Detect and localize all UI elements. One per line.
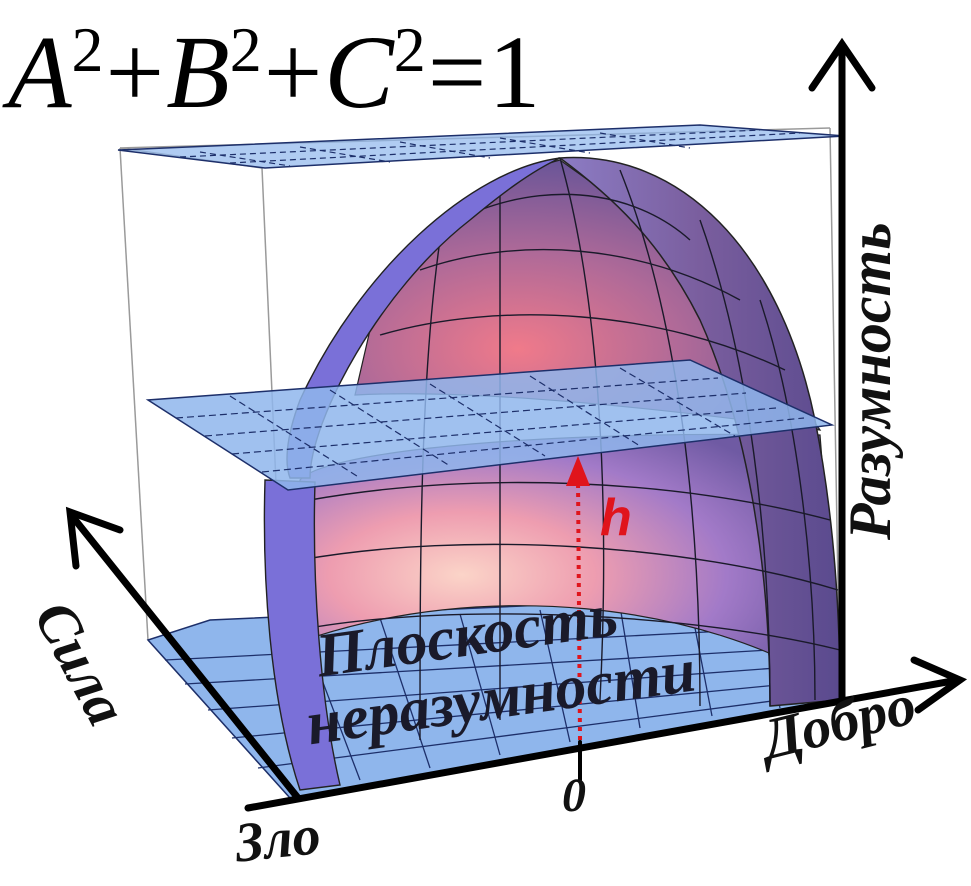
right-arrowhead (910, 656, 968, 714)
right-axis (244, 676, 962, 812)
axes (65, 37, 968, 812)
axis-label-origin-end: Зло (232, 804, 324, 875)
height-label: h (600, 489, 632, 547)
vertical-arrowhead (808, 37, 876, 92)
top-plane (117, 124, 846, 169)
dome-front-rim-lower (263, 479, 341, 791)
sphere-equation: A2+B2+C2=1 (8, 14, 540, 130)
axis-label-zero: 0 (562, 769, 586, 822)
left-axis (68, 512, 302, 802)
axis-label-vertical: Разумность (837, 222, 903, 540)
middle-plane (145, 359, 835, 491)
height-arrow (566, 456, 590, 741)
dome-grid (297, 157, 841, 741)
left-arrowhead (65, 506, 124, 570)
